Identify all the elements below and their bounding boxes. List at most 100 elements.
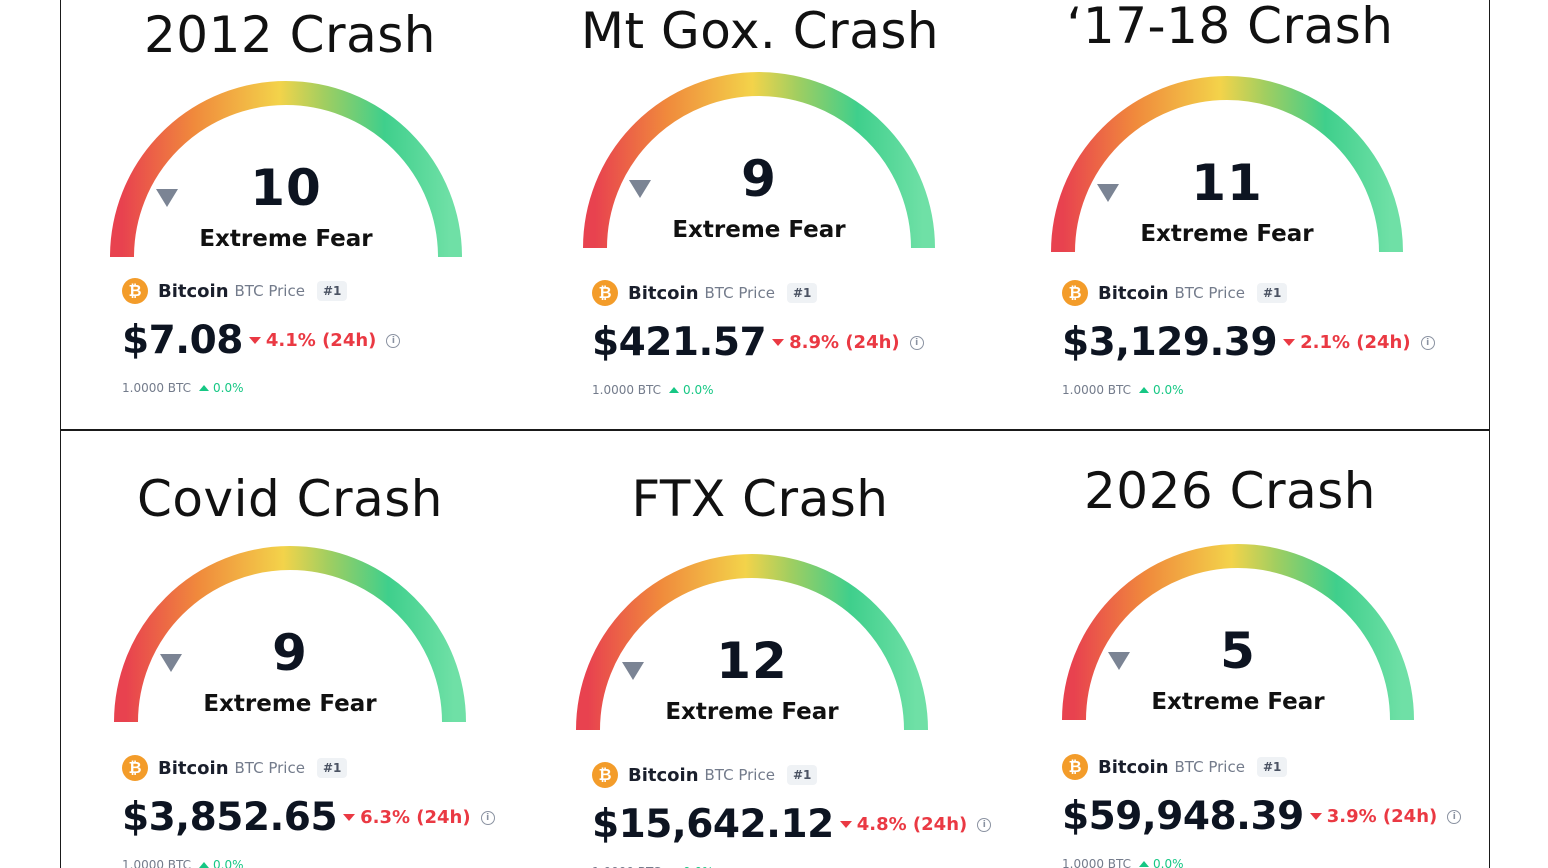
fear-greed-gauge: 12 Extreme Fear: [576, 554, 928, 738]
coin-header: ₿ Bitcoin BTC Price #1: [122, 755, 348, 781]
info-icon[interactable]: i: [1420, 335, 1435, 350]
info-icon[interactable]: i: [977, 817, 992, 832]
caret-up-icon: [199, 385, 210, 391]
coin-name[interactable]: Bitcoin: [628, 282, 699, 304]
gauge-pointer-icon: [156, 189, 178, 207]
price-row: $3,852.65 6.3% (24h) i: [122, 795, 495, 840]
btc-conversion-row: 1.0000 BTC 0.0%: [592, 383, 714, 397]
coin-name[interactable]: Bitcoin: [158, 280, 229, 302]
fear-greed-index-value: 5: [1220, 622, 1256, 680]
btc-amount: 1.0000 BTC: [1062, 383, 1132, 397]
btc-change: 0.0%: [1153, 857, 1184, 868]
fear-greed-index-value: 10: [250, 159, 322, 217]
price-row: $7.08 4.1% (24h) i: [122, 318, 401, 363]
btc-icon: ₿: [592, 762, 618, 788]
coin-header: ₿ Bitcoin BTC Price #1: [122, 278, 348, 304]
info-icon[interactable]: i: [1447, 809, 1462, 824]
sentiment-label: Extreme Fear: [199, 226, 373, 252]
coin-header: ₿ Bitcoin BTC Price #1: [592, 280, 818, 306]
fear-greed-panel: ‘17-18 Crash 11 Extreme Fear: [1020, 0, 1440, 420]
gauge-arc: [1051, 76, 1403, 253]
gauge-arc: [1062, 544, 1414, 721]
btc-amount: 1.0000 BTC: [1062, 857, 1132, 868]
btc-price: $3,129.39: [1062, 320, 1278, 365]
caret-up-icon: [669, 387, 680, 393]
btc-price: $421.57: [592, 320, 767, 365]
coin-header: ₿ Bitcoin BTC Price #1: [592, 762, 818, 788]
coin-name[interactable]: Bitcoin: [628, 764, 699, 786]
price-row: $421.57 8.9% (24h) i: [592, 320, 924, 365]
btc-change: 0.0%: [213, 381, 244, 395]
fear-greed-gauge: 9 Extreme Fear: [114, 546, 466, 730]
coin-symbol: BTC Price: [1174, 284, 1245, 302]
caret-up-icon: [199, 862, 210, 868]
sentiment-label: Extreme Fear: [1151, 689, 1325, 715]
comparison-frame: [60, 0, 1490, 868]
btc-icon: ₿: [592, 280, 618, 306]
fear-greed-index-value: 12: [716, 632, 788, 690]
coin-symbol: BTC Price: [234, 282, 305, 300]
btc-icon: ₿: [1062, 280, 1088, 306]
btc-conversion-row: 1.0000 BTC 0.0%: [122, 858, 244, 868]
sentiment-label: Extreme Fear: [665, 699, 839, 725]
gauge-pointer-icon: [160, 654, 182, 672]
btc-price: $15,642.12: [592, 802, 834, 847]
btc-change: 0.0%: [1153, 383, 1184, 397]
rank-badge: #1: [786, 765, 818, 785]
price-change-24h: 4.1% (24h): [265, 330, 377, 351]
price-change-24h: 2.1% (24h): [1300, 332, 1411, 353]
gauge-pointer-icon: [622, 662, 644, 680]
btc-conversion-row: 1.0000 BTC 0.0%: [122, 381, 244, 395]
btc-icon: ₿: [1062, 754, 1088, 780]
price-row: $59,948.39 3.9% (24h) i: [1062, 794, 1462, 839]
price-change-24h: 8.9% (24h): [789, 332, 900, 353]
panel-title: ‘17-18 Crash: [1066, 0, 1394, 55]
btc-amount: 1.0000 BTC: [122, 381, 192, 395]
gauge-arc: [576, 554, 928, 731]
row-divider: [60, 429, 1490, 431]
rank-badge: #1: [1256, 283, 1288, 303]
btc-price: $59,948.39: [1062, 794, 1304, 839]
info-icon[interactable]: i: [386, 333, 401, 348]
caret-down-icon: [1309, 813, 1322, 820]
coin-symbol: BTC Price: [704, 284, 775, 302]
sentiment-label: Extreme Fear: [672, 217, 846, 243]
gauge-arc: [114, 546, 466, 723]
info-icon[interactable]: i: [480, 810, 495, 825]
fear-greed-gauge: 11 Extreme Fear: [1051, 76, 1403, 260]
btc-change: 0.0%: [683, 865, 714, 868]
caret-up-icon: [1139, 861, 1150, 867]
coin-name[interactable]: Bitcoin: [1098, 282, 1169, 304]
sentiment-label: Extreme Fear: [203, 691, 377, 717]
panel-title: Mt Gox. Crash: [580, 2, 940, 60]
gauge-arc: [110, 81, 462, 258]
caret-down-icon: [1283, 339, 1296, 346]
sentiment-label: Extreme Fear: [1140, 221, 1314, 247]
panel-title: Covid Crash: [137, 470, 443, 528]
fear-greed-gauge: 9 Extreme Fear: [583, 72, 935, 256]
gauge-arc: [583, 72, 935, 249]
coin-symbol: BTC Price: [704, 766, 775, 784]
fear-greed-gauge: 10 Extreme Fear: [110, 81, 462, 265]
caret-up-icon: [1139, 387, 1150, 393]
caret-down-icon: [772, 339, 785, 346]
rank-badge: #1: [316, 758, 348, 778]
btc-change: 0.0%: [213, 858, 244, 868]
coin-name[interactable]: Bitcoin: [158, 757, 229, 779]
coin-header: ₿ Bitcoin BTC Price #1: [1062, 280, 1288, 306]
panel-title: 2026 Crash: [1084, 462, 1376, 520]
btc-icon: ₿: [122, 755, 148, 781]
btc-amount: 1.0000 BTC: [592, 865, 661, 868]
btc-amount: 1.0000 BTC: [592, 383, 662, 397]
btc-conversion-row: 1.0000 BTC 0.0%: [1062, 857, 1184, 868]
btc-conversion-row: 1.0000 BTC 0.0%: [1062, 383, 1184, 397]
btc-amount: 1.0000 BTC: [122, 858, 192, 868]
coin-header: ₿ Bitcoin BTC Price #1: [1062, 754, 1288, 780]
caret-down-icon: [343, 814, 356, 821]
fear-greed-index-value: 9: [272, 624, 308, 682]
fear-greed-panel: 2026 Crash 5 Extreme Fear: [1020, 440, 1462, 868]
coin-name[interactable]: Bitcoin: [1098, 756, 1169, 778]
fear-greed-panel: Covid Crash 9 Extreme Fear: [80, 440, 500, 868]
info-icon[interactable]: i: [909, 335, 924, 350]
rank-badge: #1: [786, 283, 818, 303]
